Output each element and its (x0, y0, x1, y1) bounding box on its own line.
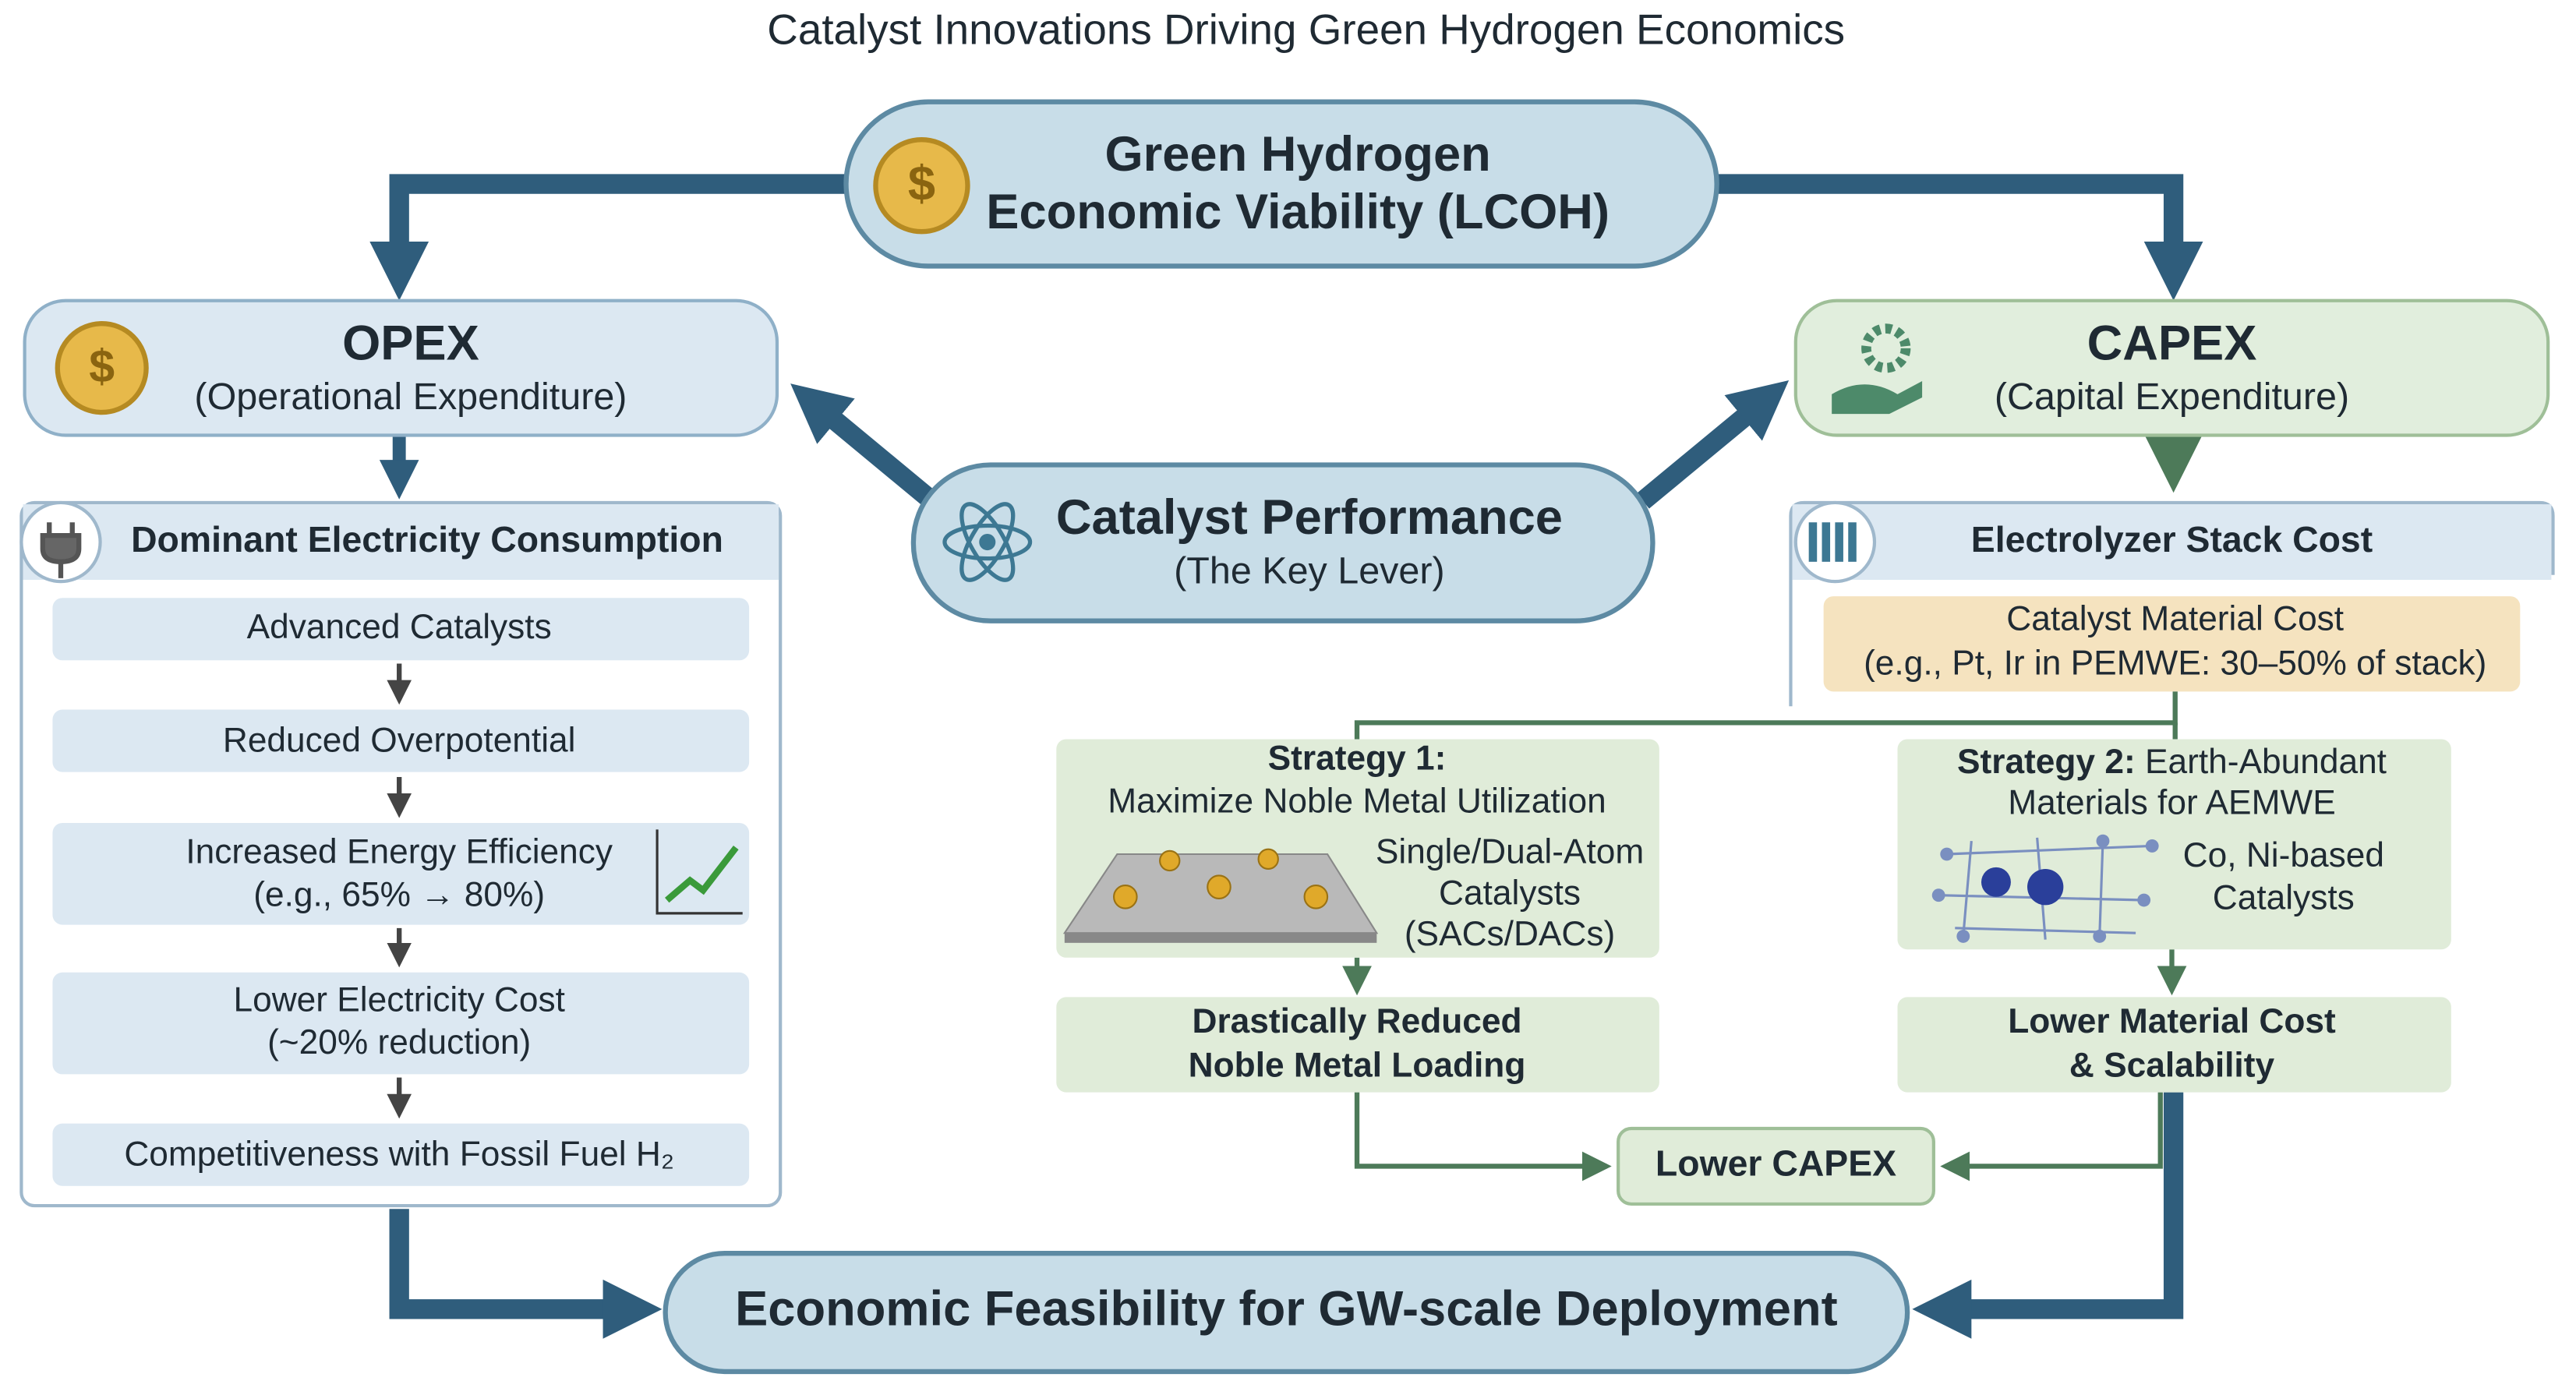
strategy-label: Strategy 2: (1957, 743, 2136, 781)
strategy-label: Strategy 1: (1268, 740, 1447, 778)
step-text: Advanced Catalysts (247, 608, 552, 646)
strategy-2: Strategy 2: Earth-Abundant Materials for… (1897, 739, 2451, 1093)
catalyst-text: Co, Ni-based (2183, 836, 2384, 874)
step-text: Reduced Overpotential (223, 721, 576, 759)
lower-capex-text: Lower CAPEX (1655, 1143, 1896, 1184)
capex-title: CAPEX (2087, 316, 2257, 370)
top-line: Green Hydrogen (1104, 127, 1490, 182)
strategy-text: Earth-Abundant (2145, 743, 2387, 781)
catalyst-text: Catalysts (1439, 874, 1581, 912)
center-subtitle: (The Key Lever) (1174, 549, 1445, 592)
result-text: & Scalability (2069, 1047, 2275, 1085)
step-text: (e.g., 65% → 80%) (253, 875, 545, 913)
left-panel: Dominant Electricity Consumption Advance… (19, 500, 783, 1208)
strategy-text: Materials for AEMWE (2008, 783, 2335, 821)
opex-node: $ OPEX (Operational Expenditure) (23, 298, 779, 437)
center-title: Catalyst Performance (1056, 490, 1563, 545)
strategy-text: Strategy 2: Earth-Abundant (1957, 743, 2387, 781)
result-text: Noble Metal Loading (1189, 1047, 1526, 1085)
catalyst-text: (SACs/DACs) (1405, 915, 1615, 953)
bottom-text: Economic Feasibility for GW-scale Deploy… (735, 1282, 1837, 1337)
step-text: Lower Electricity Cost (233, 980, 564, 1019)
lower-capex-node: Lower CAPEX (1617, 1126, 1935, 1206)
opex-subtitle: (Operational Expenditure) (194, 376, 627, 418)
capex-subtitle: (Capital Expenditure) (1995, 376, 2349, 418)
catalyst-text: Single/Dual-Atom (1376, 833, 1644, 871)
step-text: Increased Energy Efficiency (186, 833, 613, 871)
right-header: Electrolyzer Stack Cost (1971, 519, 2373, 560)
top-node: $ Green Hydrogen Economic Viability (LCO… (843, 99, 1719, 269)
strategy-connectors (1342, 691, 2187, 1181)
left-header: Dominant Electricity Consumption (131, 519, 723, 560)
step-text: Competitiveness with Fossil Fuel H₂ (124, 1135, 674, 1174)
result-text: Drastically Reduced (1193, 1002, 1522, 1040)
center-node: Catalyst Performance (The Key Lever) (910, 462, 1655, 623)
right-panel: Electrolyzer Stack Cost Catalyst Materia… (1789, 500, 2555, 707)
flow-arrows (369, 174, 2214, 1339)
top-line: Economic Viability (LCOH) (986, 185, 1610, 239)
svg-text:$: $ (89, 341, 115, 392)
svg-text:$: $ (908, 157, 935, 211)
strategy-text: Maximize Noble Metal Utilization (1108, 782, 1606, 820)
bottom-node: Economic Feasibility for GW-scale Deploy… (663, 1251, 1910, 1375)
catalyst-text: Catalysts (2213, 879, 2355, 917)
material-text: Catalyst Material Cost (2006, 599, 2344, 637)
result-text: Lower Material Cost (2008, 1002, 2336, 1040)
capex-node: CAPEX (Capital Expenditure) (1793, 298, 2550, 437)
material-text: (e.g., Pt, Ir in PEMWE: 30–50% of stack) (1864, 644, 2486, 682)
strategy-1: Strategy 1: Maximize Noble Metal Utiliza… (1056, 739, 1659, 1093)
title: Catalyst Innovations Driving Green Hydro… (767, 5, 1845, 54)
step-text: (~20% reduction) (267, 1023, 531, 1061)
opex-title: OPEX (342, 316, 479, 370)
